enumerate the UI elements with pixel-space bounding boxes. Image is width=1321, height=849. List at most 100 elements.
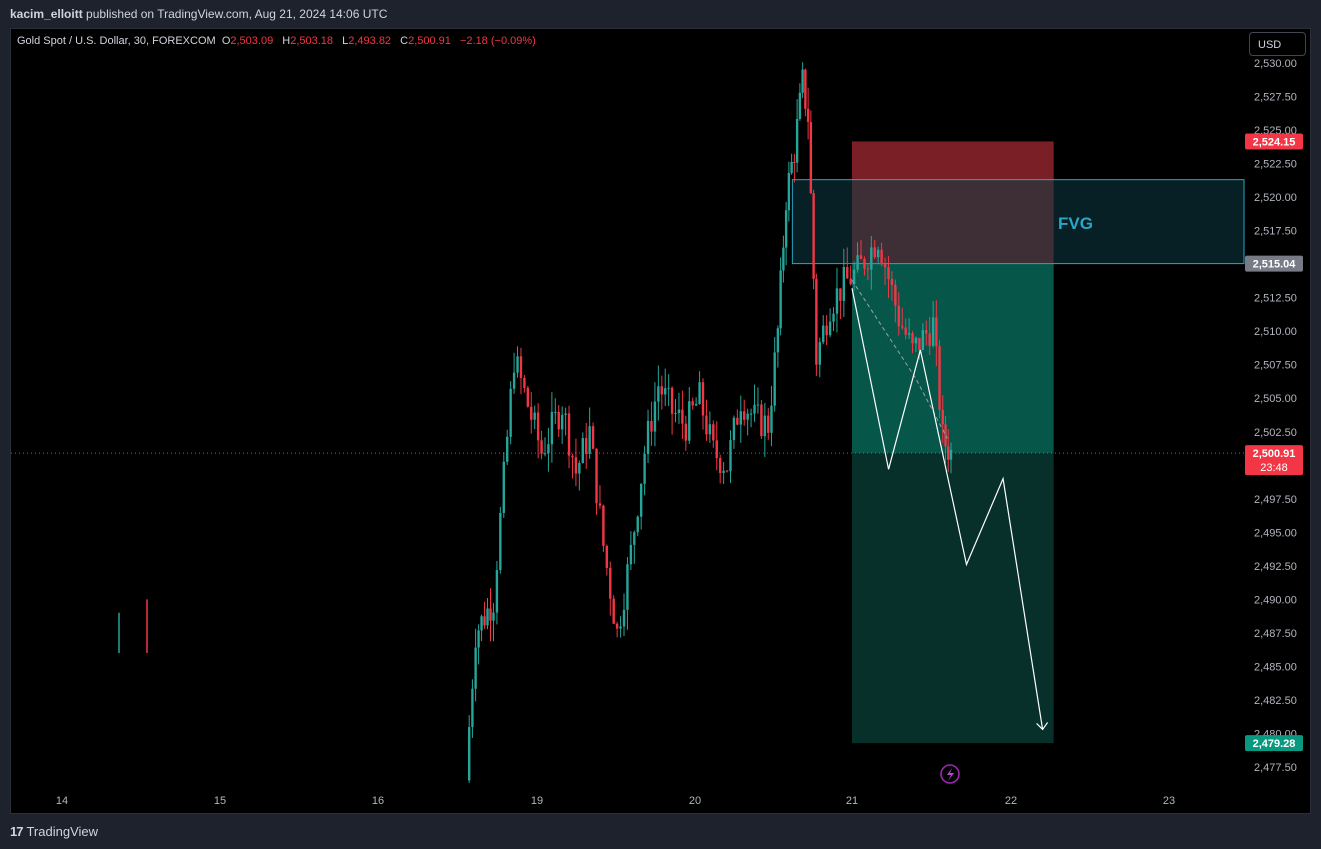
candle-body [809,121,813,194]
candle-body [782,247,785,271]
candle-body [746,413,749,420]
y-tick-label: 2,510.00 [1254,326,1297,338]
candle-body [722,470,725,474]
candle-body [615,623,619,629]
candle-body [856,255,859,270]
candle-body [567,413,571,456]
candle-body [483,616,486,626]
candle-body [667,387,670,389]
price-tag-label: 2,500.91 [1253,448,1296,460]
candle-body [636,516,639,533]
candle-body [646,420,650,454]
price-tag-label: 2,479.28 [1253,738,1296,750]
candle-body [670,387,674,414]
candle-body [598,503,602,506]
candle-body [536,412,540,441]
candle-body [921,330,925,350]
y-tick-label: 2,497.50 [1254,494,1297,506]
candle-body [688,401,691,441]
candle-body [516,356,519,373]
candle-body [694,403,698,406]
price-chart[interactable]: FVG2,477.502,480.002,482.502,485.002,487… [11,29,1310,813]
author-name[interactable]: kacim_elloitt [10,7,83,21]
candle-body [812,193,815,279]
candle-body [938,346,941,410]
candle-body [897,305,900,327]
chart-frame[interactable]: FVG 2,477.50 2,480.00 2,482.50 2,485.00 2,487… [10,28,1311,814]
brand-name: TradingView [26,824,99,839]
y-tick-label: 2,517.50 [1254,226,1297,238]
lightning-icon[interactable] [940,764,960,784]
candle-body [876,249,880,258]
candle-body [468,727,471,781]
candle-body [698,382,701,404]
candle-body [828,321,832,336]
candle-body [526,387,530,407]
candle-body [530,406,533,420]
x-tick-label: 16 [372,795,384,807]
candle-body [918,337,921,350]
candle-body [729,440,732,472]
candle-body [806,108,810,122]
projection-arrowhead [1036,722,1049,731]
candle-body [480,616,483,631]
y-tick-label: 2,505.00 [1254,393,1297,405]
candle-body [612,598,615,624]
candle-body [602,505,605,546]
candle-body [681,409,684,424]
candle-body [547,444,550,454]
candle-body [499,512,502,570]
candle-body [911,333,914,344]
tradingview-logo-icon: 17 [10,824,24,839]
close-value: 2,500.91 [408,35,451,47]
y-tick-label: 2,485.00 [1254,661,1297,673]
currency-button[interactable]: USD [1249,32,1306,56]
profit-zone-remaining [852,453,1054,744]
y-tick-label: 2,477.50 [1254,762,1297,774]
price-tag[interactable] [1245,445,1303,476]
candle-body [474,647,477,689]
candle-body [574,457,578,474]
x-tick-label: 22 [1005,795,1017,807]
candle-body [767,415,770,433]
high-label: H [282,35,291,47]
candle-body [554,411,557,413]
candle-body [776,328,780,353]
candle-body [784,210,788,248]
open-value: 2,503.09 [230,35,274,47]
price-tag[interactable] [1245,735,1303,752]
projection-path[interactable] [851,288,1044,730]
candle-body [506,436,509,462]
profit-zone-filled [852,263,1054,454]
candle-body [736,417,739,425]
x-tick-label: 21 [846,795,858,807]
candle-body [818,342,821,365]
candle-body [571,455,574,458]
candle-body [787,172,791,211]
candle-body [852,269,856,285]
price-tag[interactable] [1245,255,1303,272]
tradingview-logo[interactable]: 17 TradingView [10,824,98,839]
candle-body [866,268,870,270]
candle-body [859,255,863,259]
candle-body [849,278,852,285]
candle-body [605,545,609,568]
candle-body [591,426,595,449]
price-tag[interactable] [1245,133,1303,150]
symbol-name[interactable]: Gold Spot / U.S. Dollar, 30, FOREXCOM [17,35,216,47]
x-tick-label: 19 [531,795,543,807]
fvg-box[interactable] [791,179,1245,265]
candle-body [609,567,612,599]
candle-body [773,352,776,406]
candle-body [705,415,708,435]
candle-body [643,453,646,484]
candle-body [779,270,782,329]
published-text: published on TradingView.com, Aug 21, 20… [86,7,388,21]
candle-body [629,544,633,565]
y-tick-label: 2,520.00 [1254,192,1297,204]
candle-body [581,438,584,464]
candle-body [557,411,560,430]
candle-body [626,564,629,610]
candle-body [639,483,643,517]
publish-info: kacim_elloitt published on TradingView.c… [0,0,1321,28]
